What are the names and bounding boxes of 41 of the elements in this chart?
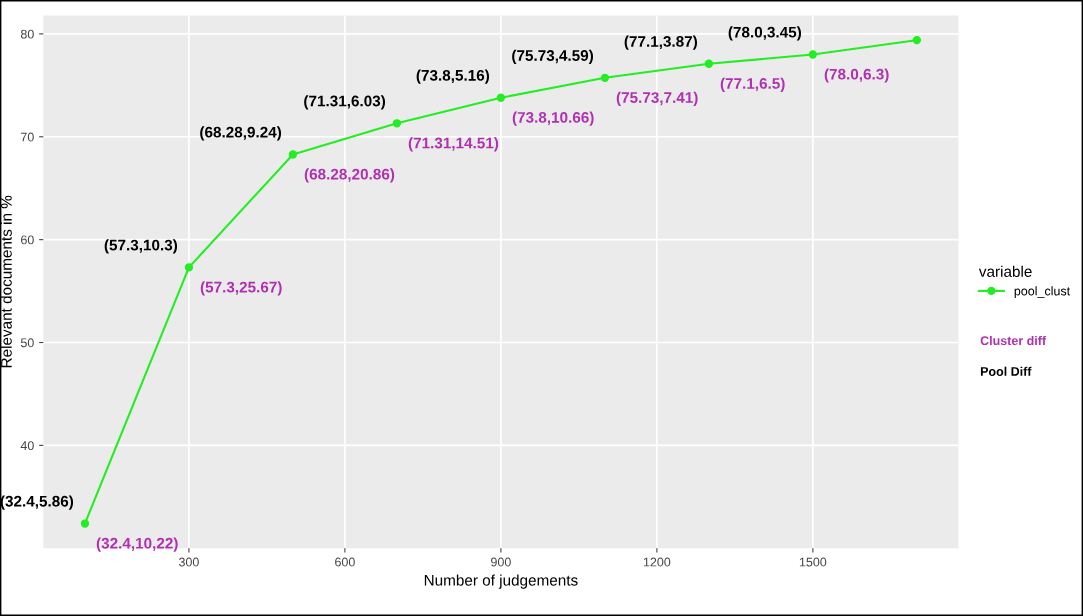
annotation: (57.3,10.3) — [104, 239, 178, 254]
annotation: (75.73,7.41) — [616, 91, 698, 106]
point — [392, 119, 402, 128]
annotation: (32.4,10,22) — [96, 537, 178, 552]
x-tick-label: 600 — [335, 557, 355, 567]
annotation: (78.0,6.3) — [824, 68, 889, 83]
y-tick-label: 70 — [21, 132, 34, 142]
annotation: (73.8,5.16) — [416, 69, 490, 84]
annotation: (78.0,3.45) — [728, 26, 801, 41]
annotation: (73.8,10.66) — [512, 111, 594, 126]
point — [808, 50, 818, 59]
y-tick-label: 60 — [21, 235, 34, 245]
y-tick-label: 80 — [20, 29, 34, 39]
annotation: (71.31,6.03) — [304, 95, 386, 110]
text: Pool Diff — [980, 366, 1032, 376]
annotation: (68.28,20.86) — [304, 168, 395, 183]
text: Cluster diff — [980, 335, 1047, 346]
annotation: (77.1,6.5) — [720, 77, 785, 92]
x-tick-label: 300 — [178, 557, 199, 567]
annotation: (75.73,4.59) — [512, 49, 594, 64]
x-axis-title: Number of judgements — [424, 574, 578, 589]
point — [496, 93, 506, 102]
point — [288, 150, 298, 159]
legend-label: pool_clust — [1014, 286, 1071, 298]
point — [184, 263, 194, 272]
point — [704, 59, 714, 68]
x-tick-label: 1500 — [799, 557, 827, 567]
y-tick-label: 40 — [20, 441, 34, 451]
legend-title: variable — [978, 265, 1032, 277]
x-tick-label: 1200 — [643, 557, 671, 567]
annotation: (77.1,3.87) — [624, 35, 698, 50]
annotation: (68.28,9.24) — [200, 126, 282, 141]
y-tick-label: 50 — [20, 338, 34, 348]
annotation: (32.4,5.86) — [0, 495, 74, 510]
x-tick-label: 900 — [491, 557, 511, 567]
annotation: (57.3,25.67) — [200, 281, 282, 296]
point — [80, 519, 90, 528]
annotation: (71.31,14.51) — [408, 137, 499, 152]
point — [600, 73, 610, 83]
y-axis-title: Relevant documents in % — [0, 195, 12, 368]
point — [912, 35, 922, 45]
